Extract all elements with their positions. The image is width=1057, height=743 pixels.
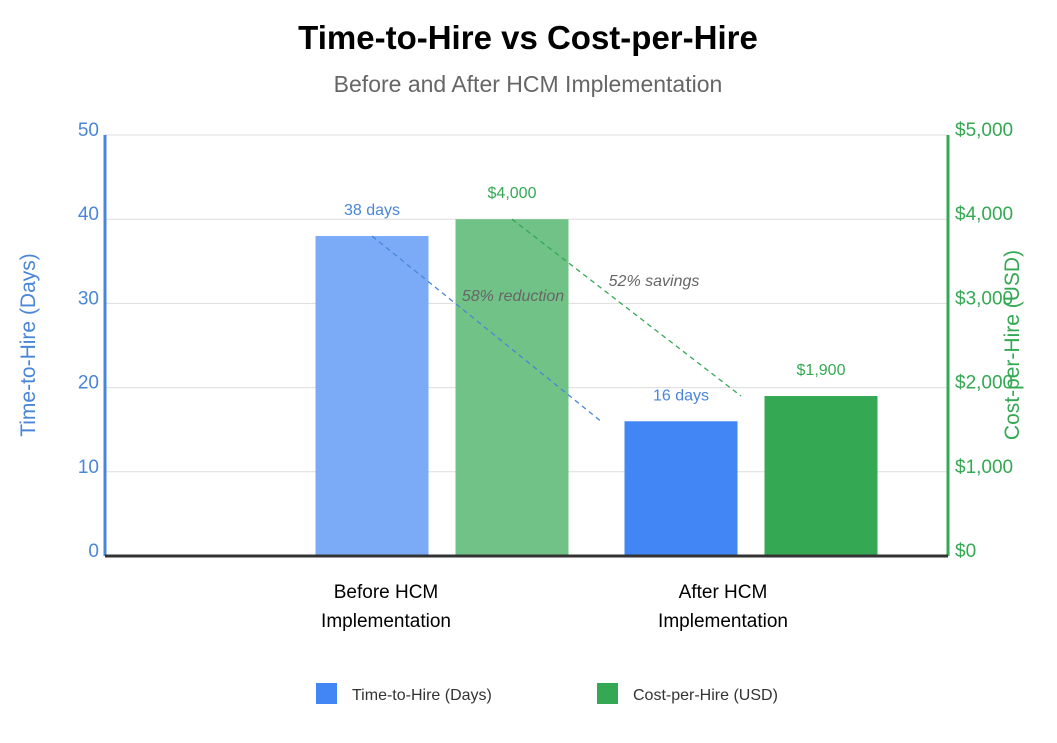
legend-swatch [316,683,337,704]
chart-subtitle: Before and After HCM Implementation [334,71,723,97]
y-left-tick-label: 50 [78,120,99,141]
data-label: 38 days [344,202,400,219]
data-label: $4,000 [488,185,537,202]
y-left-tick-label: 30 [78,288,99,309]
bar-time-to-hire-after [624,421,738,556]
x-tick-label: Implementation [321,611,451,632]
bars [315,219,878,557]
y-left-tick-label: 10 [78,457,99,478]
y-right-tick-label: $0 [955,541,976,562]
trend-line [511,218,742,397]
x-tick-label: Implementation [658,611,788,632]
x-tick-label: Before HCM [334,582,439,603]
trend-line [371,235,602,422]
y-left-tick-label: 20 [78,373,99,394]
bar-cost-per-hire-after [764,396,878,556]
data-label: 16 days [653,387,709,404]
y-right-tick-label: $3,000 [955,288,1013,309]
y-left-tick-label: 40 [78,204,99,225]
data-label: $1,900 [797,362,846,379]
y-right-tick-label: $2,000 [955,373,1013,394]
y-right-tick-label: $5,000 [955,120,1013,141]
annotation-label: 58% reduction [462,288,564,305]
axes: 0 10 20 30 40 50 $0 $1,000 $2,000 $3,000 $4,000 $5,… [17,120,1024,632]
legend-swatch [597,683,618,704]
labels: 38 days 16 days $4,000 $1,900 58% reduction 5… [344,185,846,404]
bar-time-to-hire-before [315,236,429,557]
legend: Time-to-Hire (Days) Cost-per-Hire (USD) [316,683,778,704]
y-right-axis-title: Cost-per-Hire (USD) [1001,250,1024,440]
legend-label: Time-to-Hire (Days) [352,687,492,704]
y-right-tick-label: $1,000 [955,457,1013,478]
y-left-tick-label: 0 [88,541,99,562]
legend-label: Cost-per-Hire (USD) [633,687,778,704]
y-right-tick-label: $4,000 [955,204,1013,225]
x-tick-label: After HCM [679,582,768,603]
trend-lines [371,218,742,422]
y-left-axis-title: Time-to-Hire (Days) [17,253,40,437]
annotation-label: 52% savings [609,273,700,290]
bar-cost-per-hire-before [455,219,569,556]
chart-title: Time-to-Hire vs Cost-per-Hire [298,19,758,56]
